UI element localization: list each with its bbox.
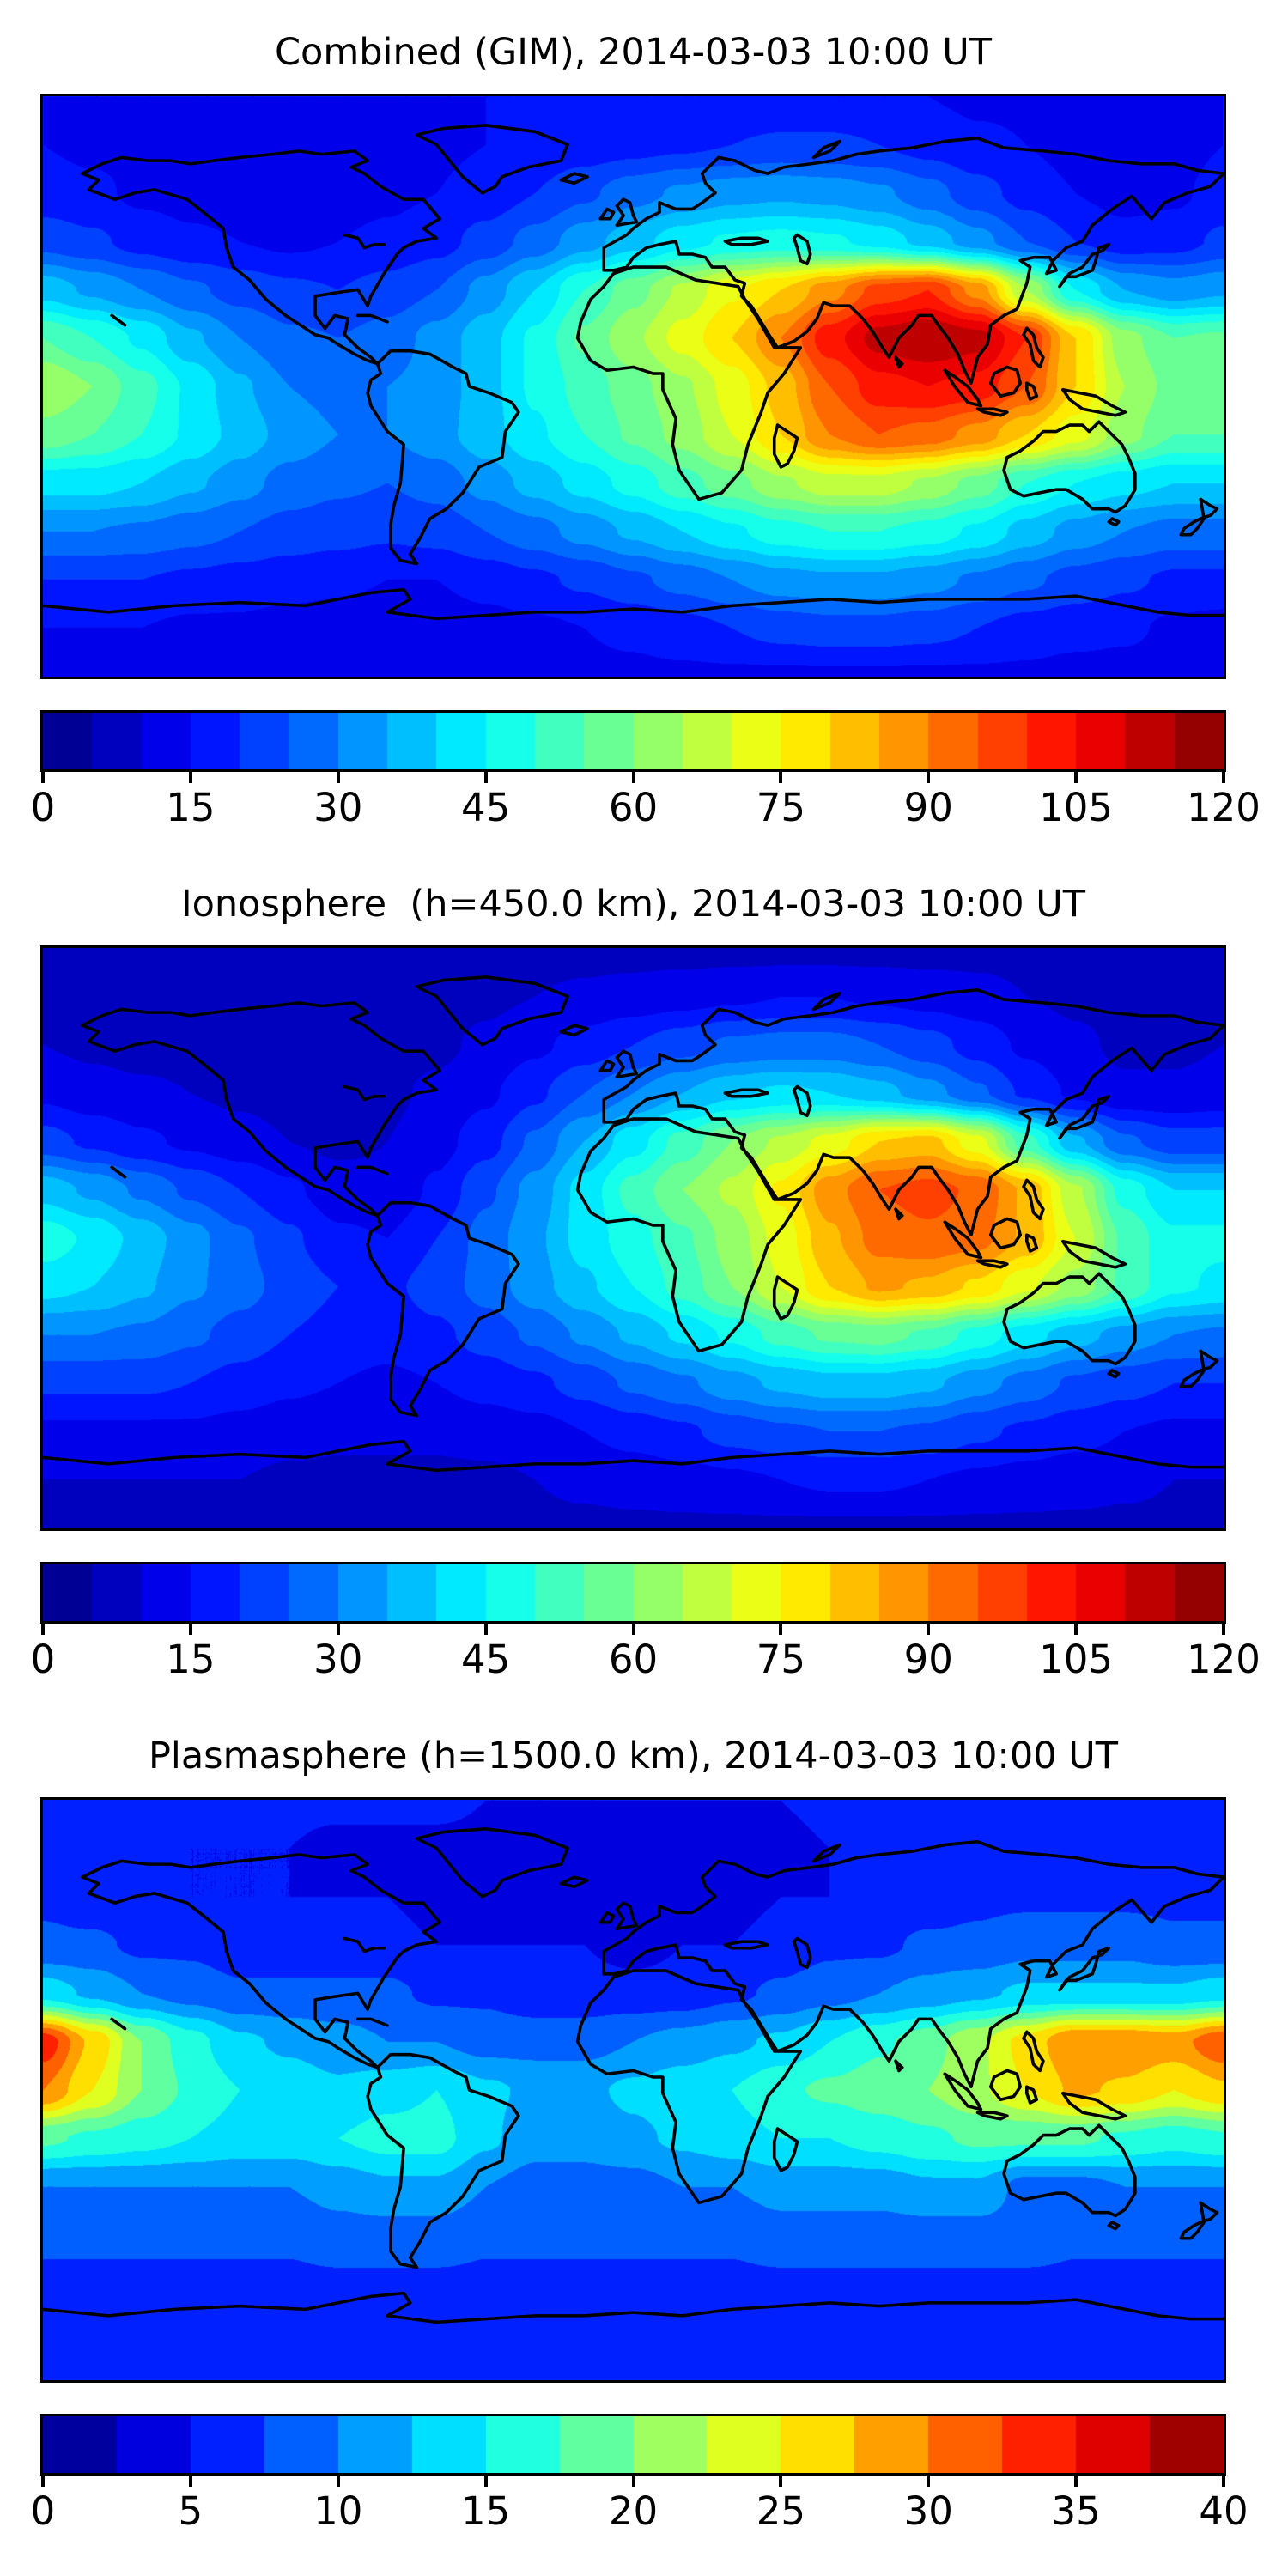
map-ionosphere (40, 945, 1226, 1531)
colorbar-tick (1074, 772, 1078, 783)
colorbar-tick-label: 45 (460, 1637, 511, 1682)
colorbar-canvas-ionosphere (43, 1564, 1224, 1621)
colorbar-tick-label: 40 (1199, 2488, 1249, 2534)
colorbar-tick (779, 772, 783, 783)
colorbar-tick-label: 15 (166, 785, 216, 830)
colorbar-tick (336, 1624, 340, 1635)
colorbar-tick-label: 15 (166, 1637, 216, 1682)
colorbar-tick-label: 5 (178, 2488, 204, 2534)
map-plasmasphere (40, 1797, 1226, 2383)
coastline-path (43, 1827, 1224, 2324)
colorbar-tick (41, 2476, 45, 2487)
colorbar-tick (779, 1624, 783, 1635)
colorbar-tick (188, 1624, 192, 1635)
panel-title-combined: Combined (GIM), 2014-03-03 10:00 UT (274, 31, 992, 74)
colorbar-tick (188, 2476, 192, 2487)
colorbar-tick-label: 105 (1039, 1637, 1114, 1682)
colorbar-tick-label: 10 (313, 2488, 363, 2534)
colorbar-tick-label: 120 (1187, 1637, 1261, 1682)
colorbar-tick-label: 60 (608, 785, 659, 830)
colorbar-ticks-combined: 0 15 30 45 60 75 90 105 120 (31, 772, 1261, 849)
colorbar-tick-label: 0 (30, 785, 56, 830)
colorbar-tick-label: 30 (313, 785, 363, 830)
colorbar-tick-label: 120 (1187, 785, 1261, 830)
colorbar-tick (631, 2476, 635, 2487)
colorbar-tick (631, 772, 635, 783)
colorbar-tick (631, 1624, 635, 1635)
colorbar-tick (41, 772, 45, 783)
colorbar-ticks-ionosphere: 0 15 30 45 60 75 90 105 120 (31, 1624, 1261, 1701)
coastlines-overlay-plasmasphere (43, 1827, 1224, 2324)
colorbar-tick-label: 15 (460, 2488, 511, 2534)
coastlines-overlay-ionosphere (43, 975, 1224, 1473)
colorbar-tick-label: 0 (30, 2488, 56, 2534)
panel-title-plasmasphere: Plasmasphere (h=1500.0 km), 2014-03-03 1… (148, 1735, 1119, 1777)
colorbar-canvas-combined (43, 713, 1224, 769)
colorbar-tick (188, 772, 192, 783)
colorbar-tick (1222, 772, 1225, 783)
colorbar-tick-label: 30 (903, 2488, 953, 2534)
colorbar-tick (1074, 1624, 1078, 1635)
colorbar-tick-label: 90 (903, 1637, 953, 1682)
colorbar-tick-label: 25 (756, 2488, 806, 2534)
colorbar-tick-label: 35 (1051, 2488, 1101, 2534)
colorbar-tick (779, 2476, 783, 2487)
coastline-path (43, 124, 1224, 621)
colorbar-tick-label: 0 (30, 1637, 56, 1682)
colorbar-tick-label: 105 (1039, 785, 1114, 830)
colorbar-tick (1074, 2476, 1078, 2487)
coastlines-overlay-combined (43, 124, 1224, 621)
colorbar-tick (483, 1624, 488, 1635)
colorbar-tick (41, 1624, 45, 1635)
colorbar-tick (927, 1624, 931, 1635)
colorbar-tick-label: 20 (608, 2488, 659, 2534)
colorbar-tick (336, 772, 340, 783)
colorbar-tick (927, 772, 931, 783)
colorbar-tick-label: 45 (460, 785, 511, 830)
colorbar-canvas-plasmasphere (43, 2416, 1224, 2473)
map-combined-gim (40, 94, 1226, 679)
colorbar-tick-label: 90 (903, 785, 953, 830)
colorbar-tick (927, 2476, 931, 2487)
colorbar-tick-label: 75 (756, 1637, 806, 1682)
colorbar-tick (336, 2476, 340, 2487)
colorbar-ionosphere (40, 1562, 1226, 1624)
colorbar-plasmasphere (40, 2414, 1226, 2476)
colorbar-tick (483, 2476, 488, 2487)
colorbar-tick (483, 772, 488, 783)
colorbar-tick (1222, 1624, 1225, 1635)
colorbar-tick (1222, 2476, 1225, 2487)
colorbar-tick-label: 30 (313, 1637, 363, 1682)
colorbar-combined (40, 710, 1226, 772)
panel-title-ionosphere: Ionosphere (h=450.0 km), 2014-03-03 10:0… (180, 883, 1086, 926)
colorbar-ticks-plasmasphere: 0 5 10 15 20 25 30 35 40 (31, 2476, 1249, 2553)
colorbar-tick-label: 75 (756, 785, 806, 830)
colorbar-tick-label: 60 (608, 1637, 659, 1682)
coastline-path (43, 975, 1224, 1473)
